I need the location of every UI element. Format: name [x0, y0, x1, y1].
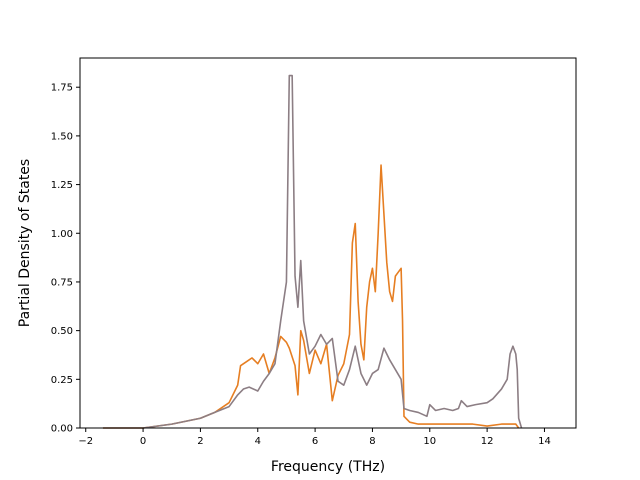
- plot-background: [80, 58, 576, 428]
- x-tick-label: 14: [538, 436, 551, 447]
- y-tick-label: 0.50: [51, 326, 73, 337]
- x-tick-label: −2: [78, 436, 93, 447]
- y-tick-label: 1.75: [51, 83, 73, 94]
- x-tick-label: 6: [312, 436, 318, 447]
- x-tick-label: 10: [423, 436, 436, 447]
- x-axis-label: Frequency (THz): [271, 459, 385, 475]
- series-line-2: [102, 74, 523, 429]
- x-tick-label: 12: [481, 436, 494, 447]
- y-tick-label: 0.75: [51, 277, 73, 288]
- plot-frame: [79, 57, 577, 429]
- series-layer: [102, 74, 523, 429]
- ticks-layer: −2 0 2 4 6 8 10 12 14 0.00 0.25 0.50 0.75 1.00 1.25 1.5…: [51, 83, 551, 447]
- x-tick-label: 4: [255, 436, 261, 447]
- x-tick-label: 0: [140, 436, 146, 447]
- x-tick-label: 8: [369, 436, 375, 447]
- series-line-1: [102, 164, 520, 429]
- y-tick-label: 1.00: [51, 229, 73, 240]
- y-tick-label: 1.50: [51, 131, 73, 142]
- y-tick-label: 0.25: [51, 375, 73, 386]
- y-axis-label: Partial Density of States: [17, 159, 33, 327]
- y-tick-label: 1.25: [51, 180, 73, 191]
- x-tick-label: 2: [197, 436, 203, 447]
- y-tick-label: 0.00: [51, 424, 73, 435]
